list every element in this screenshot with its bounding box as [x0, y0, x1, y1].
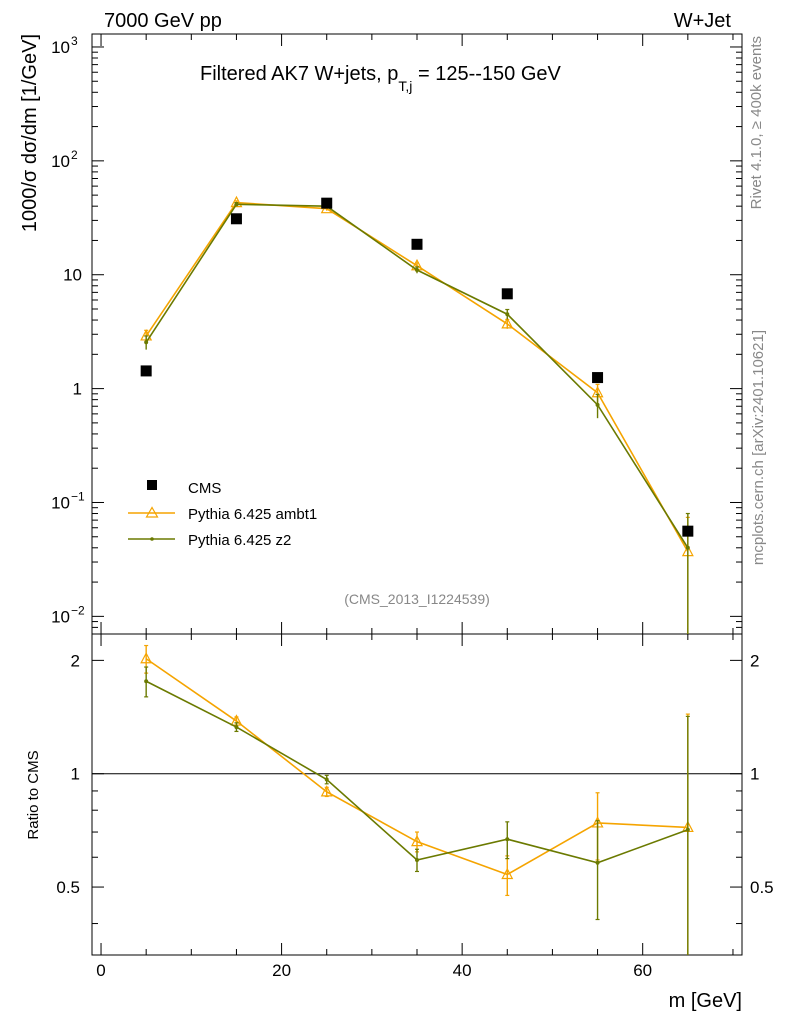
y-tick-label-exponent: 2 [71, 148, 78, 162]
data-point-z2 [144, 340, 149, 345]
data-point-cms [230, 213, 242, 225]
y-tick-label: 10 [51, 493, 70, 512]
data-point-cms [411, 238, 423, 250]
ratio-point-z2 [415, 857, 419, 862]
data-point-ambt1 [501, 317, 514, 329]
header-right: W+Jet [674, 10, 732, 32]
y-tick-label-exponent: −2 [71, 603, 85, 617]
ratio-tick-label: 0.5 [56, 878, 80, 897]
legend-label-z2: Pythia 6.425 z2 [188, 532, 291, 549]
ratio-point-z2 [324, 777, 329, 782]
analysis-watermark: (CMS_2013_I1224539) [344, 591, 490, 607]
data-point-cms [592, 372, 604, 384]
data-point-ambt1 [230, 195, 243, 208]
data-point-cms [682, 525, 694, 537]
ratio-point-ambt1 [140, 651, 153, 664]
data-point-cms [321, 197, 333, 209]
ratio-point-z2 [505, 837, 510, 842]
data-point-z2 [415, 268, 419, 273]
ratio-axis-label: Ratio to CMS [25, 750, 42, 839]
data-marks [140, 195, 694, 955]
data-point-cms [140, 365, 152, 377]
data-point-z2 [505, 312, 510, 317]
ratio-tick-label-right: 0.5 [750, 878, 774, 897]
ratio-point-z2 [234, 725, 239, 730]
legend: CMS Pythia 6.425 ambt1 Pythia 6.425 z2 [128, 480, 317, 549]
series-line-1 [145, 201, 689, 553]
ratio-tick-label: 2 [71, 651, 80, 670]
ratio-tick-label: 1 [71, 765, 80, 784]
rivet-version-label: Rivet 4.1.0, ≥ 400k events [748, 36, 765, 209]
y-tick-label: 1 [73, 380, 82, 399]
legend-marker-cms [147, 480, 157, 490]
ratio-point-z2 [144, 679, 149, 684]
ratio-point-z2 [685, 827, 690, 832]
x-tick-label: 0 [96, 961, 105, 980]
ratio-point-ambt1 [320, 785, 333, 797]
y-axis-label: 1000/σ dσ/dm [1/GeV] [19, 34, 41, 232]
legend-label-ambt1: Pythia 6.425 ambt1 [188, 506, 317, 523]
ratio-tick-label-right: 2 [750, 651, 759, 670]
y-tick-label-exponent: −1 [71, 489, 85, 503]
y-tick-label: 10 [51, 38, 70, 57]
x-tick-label: 20 [272, 961, 291, 980]
legend-label-cms: CMS [188, 480, 221, 497]
x-axis-label: m [GeV] [669, 990, 742, 1012]
ratio-point-ambt1 [411, 834, 423, 847]
x-tick-label: 40 [453, 961, 472, 980]
plot-title: Filtered AK7 W+jets, pT,j = 125--150 GeV [200, 63, 562, 94]
data-point-z2 [595, 402, 600, 407]
y-tick-label: 10 [51, 152, 70, 171]
data-point-z2 [234, 202, 239, 207]
legend-marker-z2 [150, 537, 154, 541]
y-tick-label: 10 [51, 607, 70, 626]
x-tick-label: 60 [633, 961, 652, 980]
ratio-plot-frame [91, 633, 743, 956]
y-tick-label: 10 [63, 266, 82, 285]
ratio-point-z2 [595, 860, 600, 865]
series-line-2 [145, 203, 689, 549]
legend-marker-ambt1 [145, 506, 159, 518]
data-point-z2 [685, 545, 690, 550]
mcplots-label: mcplots.cern.ch [arXiv:2401.10621] [750, 330, 767, 565]
ratio-point-ambt1 [501, 867, 514, 880]
data-point-cms [501, 288, 513, 300]
header-left: 7000 GeV pp [104, 10, 222, 32]
y-tick-label-exponent: 3 [71, 34, 78, 48]
ratio-tick-label-right: 1 [750, 765, 759, 784]
